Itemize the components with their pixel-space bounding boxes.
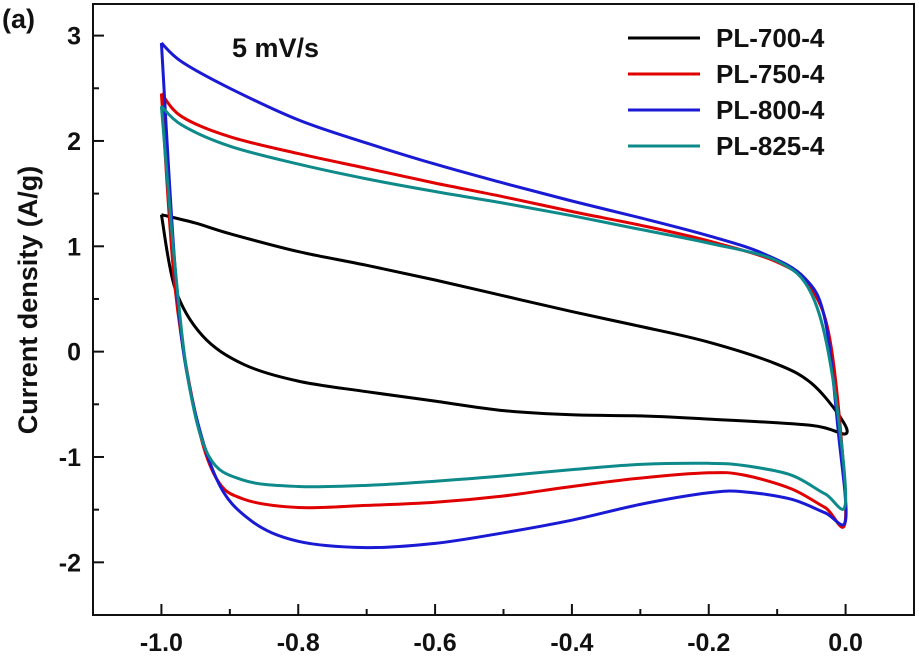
legend: PL-700-4 PL-750-4 PL-800-4 PL-825-4 bbox=[628, 23, 825, 161]
x-tick-label: -0.8 bbox=[277, 629, 320, 657]
y-tick-label: 0 bbox=[67, 339, 81, 367]
y-axis-title: Current density (A/g) bbox=[13, 166, 43, 435]
series-line-pl-800-4 bbox=[159, 41, 848, 550]
panel-label: (a) bbox=[2, 4, 35, 34]
x-tick-label: -0.6 bbox=[414, 629, 457, 657]
x-tick-label: -1.0 bbox=[140, 629, 183, 657]
plot-area: -1.0 -0.8 -0.6 -0.4 -0.2 0.0 -2 -1 0 1 2 3 bbox=[59, 3, 915, 657]
legend-label-pl-800-4: PL-800-4 bbox=[716, 95, 825, 125]
y-tick-label: 2 bbox=[67, 128, 81, 156]
x-tick-label: -0.4 bbox=[550, 629, 593, 657]
series-line-pl-700-4 bbox=[159, 213, 849, 436]
y-tick-label: 1 bbox=[67, 233, 81, 261]
legend-label-pl-700-4: PL-700-4 bbox=[716, 23, 825, 53]
legend-label-pl-750-4: PL-750-4 bbox=[716, 59, 825, 89]
y-tick-label: 3 bbox=[67, 23, 81, 51]
y-tick-label: -2 bbox=[59, 549, 81, 577]
x-tick-label: 0.0 bbox=[828, 629, 863, 657]
x-tick-label: -0.2 bbox=[687, 629, 730, 657]
series-line-pl-750-4 bbox=[159, 92, 848, 529]
series-line-pl-825-4 bbox=[159, 105, 848, 511]
y-tick-label: -1 bbox=[59, 444, 81, 472]
scan-rate-annotation: 5 mV/s bbox=[232, 33, 319, 63]
legend-label-pl-825-4: PL-825-4 bbox=[716, 131, 825, 161]
